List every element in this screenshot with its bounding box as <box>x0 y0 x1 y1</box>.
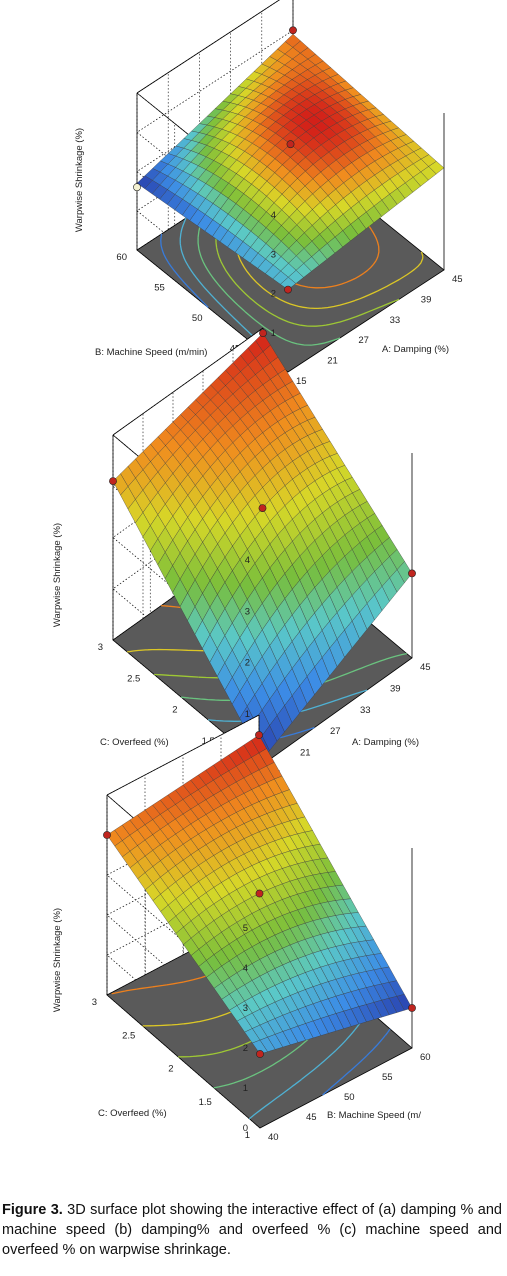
x-tick-label: 15 <box>296 376 307 387</box>
x-tick-label: 40 <box>268 1132 279 1143</box>
x-tick-label: 27 <box>358 335 369 346</box>
y-tick-label: 3 <box>98 642 103 653</box>
z-axis-label: Warpwise Shrinkage (%) <box>52 523 63 627</box>
z-tick-label: 4 <box>245 555 250 566</box>
surface-plot-b: 0123411.522.53152127333945Warpwise Shrin… <box>52 327 431 780</box>
design-point <box>259 329 267 337</box>
caption-text: 3D surface plot showing the interactive … <box>2 1202 502 1258</box>
y-tick-label: 55 <box>154 283 165 294</box>
response-surface <box>112 332 413 761</box>
y-axis-label: C: Overfeed (%) <box>100 737 169 748</box>
box-edge <box>136 0 280 94</box>
x-tick-label: 45 <box>420 662 431 673</box>
z-axis-label: Warpwise Shrinkage (%) <box>52 908 63 1012</box>
surface-plot-a: 012344045505560152127333945Warpwise Shri… <box>74 0 463 387</box>
z-axis-label: Warpwise Shrinkage (%) <box>74 128 85 232</box>
x-axis-label: A: Damping (%) <box>382 344 449 355</box>
x-axis-label: A: Damping (%) <box>352 737 419 748</box>
z-tick-label: 4 <box>271 210 276 221</box>
x-tick-label: 55 <box>382 1072 393 1083</box>
z-tick-label: 1 <box>271 328 276 339</box>
z-tick-label: 0 <box>243 1123 248 1134</box>
z-tick-label: 1 <box>245 709 250 720</box>
design-point <box>255 731 263 739</box>
box-edge <box>112 327 264 436</box>
design-point <box>103 831 111 839</box>
z-tick-label: 3 <box>243 1003 248 1014</box>
design-point <box>255 889 264 898</box>
figure-3-surface-plots: 012344045505560152127333945Warpwise Shri… <box>52 0 463 1143</box>
surface-patch <box>280 276 297 290</box>
y-tick-label: 2.5 <box>127 673 140 684</box>
design-point <box>408 1004 416 1012</box>
design-point <box>286 140 295 149</box>
box-edge <box>106 714 260 796</box>
contour-line <box>322 1028 391 1096</box>
z-tick-label: 3 <box>271 249 276 260</box>
caption-label: Figure 3. <box>2 1202 63 1218</box>
y-axis-label: C: Overfeed (%) <box>98 1108 167 1119</box>
response-surface <box>106 734 413 1055</box>
contour-line <box>160 233 209 309</box>
design-point <box>408 569 416 578</box>
x-tick-label: 21 <box>300 748 311 759</box>
design-point <box>284 285 292 294</box>
z-tick-label: 4 <box>243 963 248 974</box>
z-tick-label: 1 <box>243 1083 248 1094</box>
x-tick-label: 45 <box>452 274 463 285</box>
surface-patch <box>252 1039 268 1055</box>
y-tick-label: 2.5 <box>122 1030 135 1041</box>
x-tick-label: 45 <box>306 1112 317 1123</box>
x-tick-label: 39 <box>390 683 401 694</box>
x-tick-label: 33 <box>390 315 401 326</box>
x-tick-label: 27 <box>330 726 341 737</box>
y-tick-label: 2 <box>172 705 177 716</box>
z-tick-label: 3 <box>245 606 250 617</box>
z-tick-label: 5 <box>243 923 248 934</box>
y-tick-label: 1 <box>245 1130 250 1141</box>
y-tick-label: 1.5 <box>199 1097 212 1108</box>
z-tick-label: 2 <box>245 658 250 669</box>
y-tick-label: 60 <box>116 252 127 263</box>
figure-caption: Figure 3. 3D surface plot showing the in… <box>2 1200 502 1260</box>
x-axis-label: B: Machine Speed (m/ <box>327 1110 421 1121</box>
design-point <box>256 1050 264 1058</box>
y-tick-label: 2 <box>168 1064 173 1075</box>
x-tick-label: 50 <box>344 1092 355 1103</box>
x-tick-label: 33 <box>360 705 371 716</box>
y-tick-label: 3 <box>92 997 97 1008</box>
design-point <box>289 26 297 35</box>
x-tick-label: 60 <box>420 1052 431 1063</box>
response-surface <box>136 33 445 290</box>
z-tick-label: 2 <box>243 1043 248 1054</box>
design-point <box>109 477 117 485</box>
x-tick-label: 21 <box>327 356 338 367</box>
y-tick-label: 50 <box>192 313 203 324</box>
y-axis-label: B: Machine Speed (m/min) <box>95 347 207 358</box>
x-tick-label: 39 <box>421 294 432 305</box>
design-point <box>258 504 267 512</box>
z-tick-label: 2 <box>271 289 276 300</box>
design-point <box>133 183 141 192</box>
